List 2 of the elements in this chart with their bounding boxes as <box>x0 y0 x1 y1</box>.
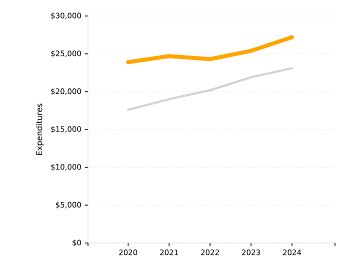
line-series <box>126 35 294 64</box>
line-series <box>127 67 294 111</box>
